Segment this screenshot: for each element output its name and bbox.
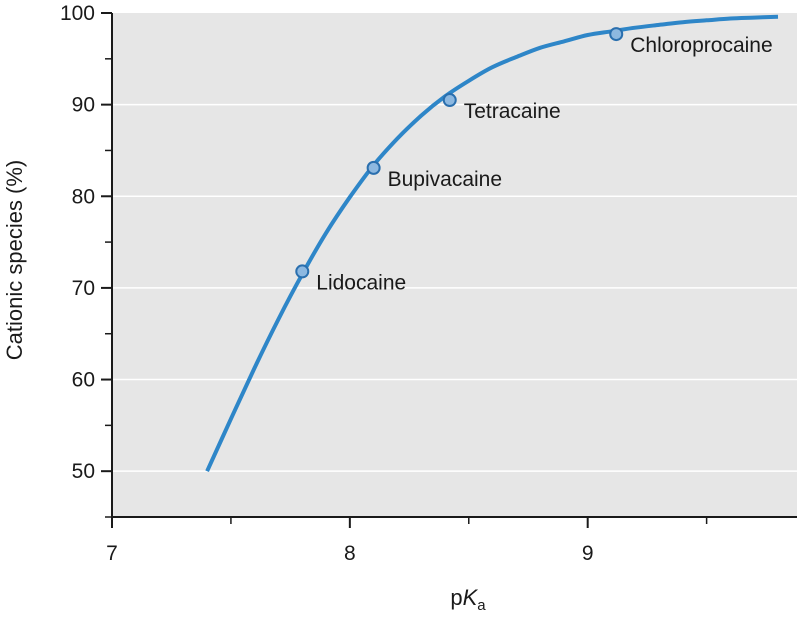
y-tick-label-70: 70 — [72, 277, 95, 300]
y-tick-label-80: 80 — [72, 185, 95, 208]
y-tick-label-90: 90 — [72, 94, 95, 117]
point-bupivacaine — [366, 160, 381, 175]
x-tick-label-8: 8 — [344, 542, 356, 565]
point-chloroprocaine — [609, 27, 624, 42]
point-label-chloroprocaine: Chloroprocaine — [630, 34, 772, 57]
point-tetracaine — [442, 93, 457, 108]
grid — [112, 103, 797, 472]
point-lidocaine — [295, 264, 310, 279]
x-axis-title: pKa — [450, 585, 486, 614]
axes: 50 60 70 80 90 100 7 8 9 — [60, 2, 797, 565]
x-tick-label-7: 7 — [106, 542, 118, 565]
y-tick-label-60: 60 — [72, 369, 95, 392]
y-tick-label-50: 50 — [72, 460, 95, 483]
y-tick-label-100: 100 — [60, 2, 95, 25]
x-axis-title-k: K — [463, 585, 479, 610]
y-axis-title: Cationic species (%) — [2, 160, 27, 361]
data-points: Lidocaine Bupivacaine Tetracaine Chloroproc… — [295, 27, 773, 294]
point-label-tetracaine: Tetracaine — [464, 100, 561, 123]
point-label-bupivacaine: Bupivacaine — [388, 168, 502, 191]
point-label-lidocaine: Lidocaine — [316, 271, 406, 294]
x-axis-title-sub: a — [477, 597, 486, 614]
x-axis-title-p: p — [450, 585, 462, 610]
x-tick-label-9: 9 — [582, 542, 594, 565]
